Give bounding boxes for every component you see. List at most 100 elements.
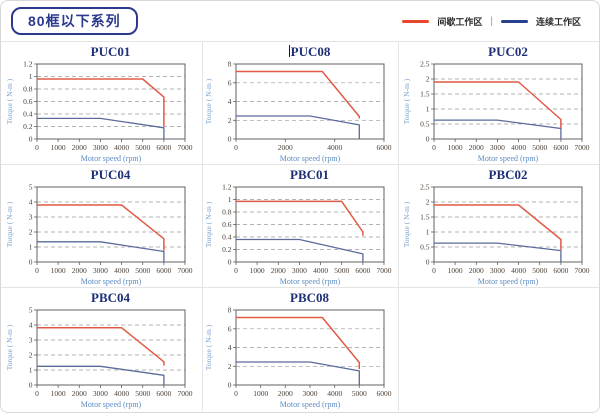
y-axis-label: Torque ( N-m ) [402, 201, 411, 247]
chart-title-pbc02: PBC02 [399, 167, 599, 183]
svg-text:5000: 5000 [135, 143, 150, 152]
chart-title-text: PUC02 [488, 44, 528, 59]
intermittent-curve [36, 204, 165, 251]
svg-text:7000: 7000 [177, 266, 192, 275]
svg-text:0: 0 [28, 381, 32, 390]
svg-text:0.4: 0.4 [222, 233, 232, 242]
svg-text:6000: 6000 [355, 266, 370, 275]
legend-continuous-label: 连续工作区 [535, 16, 581, 27]
svg-text:1.5: 1.5 [420, 213, 430, 222]
svg-text:2000: 2000 [278, 143, 293, 152]
svg-text:0: 0 [28, 258, 32, 267]
y-axis-label: Torque ( N-m ) [5, 201, 14, 247]
svg-text:6000: 6000 [377, 389, 392, 398]
svg-text:1: 1 [28, 366, 32, 375]
svg-text:0.2: 0.2 [23, 122, 33, 131]
intermittent-curve [434, 81, 562, 129]
svg-text:1: 1 [28, 243, 32, 252]
svg-text:4: 4 [228, 343, 232, 352]
svg-text:0: 0 [426, 258, 430, 267]
chart-plot-puc08: 0 2 4 6 8 0 2000 4000 6000 Torque ( N-m ) Motor sp… [204, 60, 392, 163]
chart-cell-pbc02: PBC02 0 0.5 1 1.5 2 2.5 0 1000 2000 3000 4000 5000 6… [399, 165, 599, 288]
svg-text:0: 0 [228, 381, 232, 390]
intermittent-curve [36, 78, 165, 127]
continuous-curve [434, 242, 562, 262]
svg-text:4000: 4000 [114, 266, 129, 275]
svg-text:5: 5 [28, 306, 32, 315]
svg-text:3000: 3000 [92, 389, 107, 398]
svg-text:2000: 2000 [71, 266, 86, 275]
chart-title-puc04: PUC04 [1, 167, 202, 183]
continuous-curve [236, 115, 360, 139]
svg-text:1000: 1000 [50, 389, 65, 398]
continuous-curve [236, 361, 360, 385]
chart-title-puc08: PUC08 [203, 44, 398, 60]
chart-cell-pbc08: PBC08 0 2 4 6 8 0 1000 2000 3000 4000 5000 6000 Torq… [203, 288, 399, 411]
legend-separator: | [490, 15, 493, 27]
intermittent-curve [236, 70, 361, 119]
svg-text:1: 1 [426, 228, 430, 237]
chart-cell-puc01: PUC01 0 0.2 0.4 0.6 0.8 1 1.2 0 1000 2000 3000 4000… [1, 42, 203, 165]
x-axis-label: Motor speed (rpm) [280, 400, 341, 409]
svg-text:6000: 6000 [156, 389, 171, 398]
svg-text:2000: 2000 [469, 143, 484, 152]
x-axis-label: Motor speed (rpm) [280, 154, 341, 163]
svg-text:0: 0 [432, 266, 436, 275]
chart-plot-puc02: 0 0.5 1 1.5 2 2.5 0 1000 2000 3000 4000 5000 6000 700… [402, 60, 590, 163]
svg-text:0.6: 0.6 [23, 97, 33, 106]
svg-text:7000: 7000 [377, 266, 392, 275]
intermittent-curve [36, 326, 165, 366]
svg-text:0: 0 [228, 258, 232, 267]
chart-title-text: PBC08 [290, 290, 329, 305]
series-title-chip: 80框以下系列 [11, 7, 138, 35]
chart-plot-pbc01: 0 0.2 0.4 0.6 0.8 1 1.2 0 1000 2000 3000 4000 5000 60… [204, 183, 392, 286]
chart-cell-puc04: PUC04 0 1 2 3 4 5 0 1000 2000 3000 4000 5000 6000 700… [1, 165, 203, 288]
chart-title-text: PUC01 [90, 44, 131, 59]
svg-text:0: 0 [432, 143, 436, 152]
chart-cell-pbc01: PBC01 0 0.2 0.4 0.6 0.8 1 1.2 0 1000 2000 3000 4000… [203, 165, 399, 288]
svg-text:0.2: 0.2 [222, 245, 232, 254]
chart-grid: PUC01 0 0.2 0.4 0.6 0.8 1 1.2 0 1000 2000 3000 4000… [1, 41, 599, 411]
y-axis-label: Torque ( N-m ) [204, 78, 213, 124]
svg-text:2000: 2000 [469, 266, 484, 275]
svg-text:8: 8 [228, 60, 232, 69]
svg-text:5000: 5000 [352, 389, 367, 398]
intermittent-curve [236, 200, 364, 236]
svg-text:4000: 4000 [511, 143, 526, 152]
svg-text:4: 4 [28, 198, 32, 207]
legend-intermittent-line-icon [402, 19, 430, 23]
svg-text:0.5: 0.5 [420, 243, 430, 252]
svg-text:6000: 6000 [156, 266, 171, 275]
svg-text:1000: 1000 [448, 143, 463, 152]
chart-cell-puc02: PUC02 0 0.5 1 1.5 2 2.5 0 1000 2000 3000 4000 5000 6… [399, 42, 599, 165]
svg-text:1000: 1000 [250, 266, 265, 275]
y-axis-label: Torque ( N-m ) [402, 78, 411, 124]
svg-text:5000: 5000 [135, 266, 150, 275]
x-axis-label: Motor speed (rpm) [478, 154, 539, 163]
svg-text:7000: 7000 [575, 266, 590, 275]
svg-text:3: 3 [28, 336, 32, 345]
svg-text:3000: 3000 [92, 143, 107, 152]
svg-text:0: 0 [426, 135, 430, 144]
chart-cell-pbc04: PBC04 0 1 2 3 4 5 0 1000 2000 3000 4000 5000 6000 700… [1, 288, 203, 411]
svg-text:3: 3 [28, 213, 32, 222]
empty-cell [399, 288, 599, 411]
svg-text:1000: 1000 [253, 389, 268, 398]
continuous-curve [36, 241, 165, 262]
intermittent-curve [236, 316, 361, 370]
legend-continuous-line-icon [500, 19, 528, 23]
svg-text:0: 0 [35, 143, 39, 152]
chart-title-text: PBC02 [488, 167, 528, 182]
svg-text:4000: 4000 [313, 266, 328, 275]
svg-text:2: 2 [28, 351, 32, 360]
chart-title-pbc01: PBC01 [203, 167, 398, 183]
y-axis-label: Torque ( N-m ) [204, 201, 213, 247]
chart-title-puc02: PUC02 [399, 44, 599, 60]
svg-text:3000: 3000 [490, 143, 505, 152]
svg-text:5000: 5000 [532, 143, 547, 152]
svg-text:6000: 6000 [553, 143, 568, 152]
svg-text:5000: 5000 [532, 266, 547, 275]
svg-text:2000: 2000 [71, 143, 86, 152]
svg-text:7000: 7000 [575, 143, 590, 152]
